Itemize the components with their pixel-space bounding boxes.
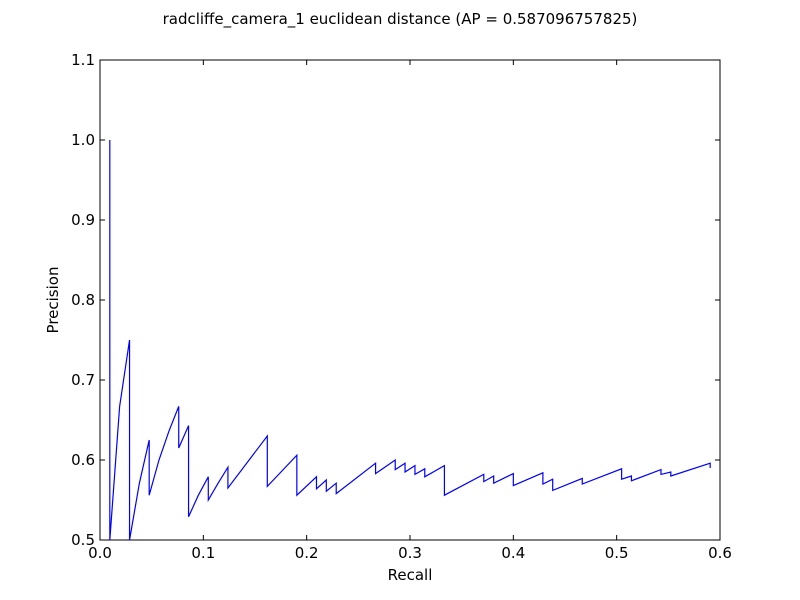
x-tick-label: 0.3 [398,544,422,562]
y-axis-label: Precision [44,267,62,334]
chart-title: radcliffe_camera_1 euclidean distance (A… [163,10,638,29]
series-layer [109,140,711,541]
y-tick-label: 0.7 [71,371,95,389]
plot-area-frame [99,59,721,541]
x-tick-label: 0.6 [708,544,732,562]
y-tick-label: 0.8 [71,291,95,309]
x-axis-label: Recall [388,566,433,584]
y-tick-label: 0.9 [71,211,95,229]
x-tick-label: 0.5 [605,544,629,562]
y-tick-label: 1.0 [71,131,95,149]
y-axis-ticks: 0.5 0.6 0.7 0.8 0.9 1.0 1.1 [71,51,720,549]
y-tick-label: 1.1 [71,51,95,69]
x-tick-label: 0.2 [295,544,319,562]
x-tick-label: 0.4 [501,544,525,562]
y-tick-label: 0.5 [71,531,95,549]
x-tick-label: 0.0 [88,544,112,562]
x-tick-label: 0.1 [191,544,215,562]
precision-recall-line [109,140,711,541]
y-tick-label: 0.6 [71,451,95,469]
x-axis-ticks: 0.0 0.1 0.2 0.3 0.4 0.5 0.6 [88,60,732,562]
